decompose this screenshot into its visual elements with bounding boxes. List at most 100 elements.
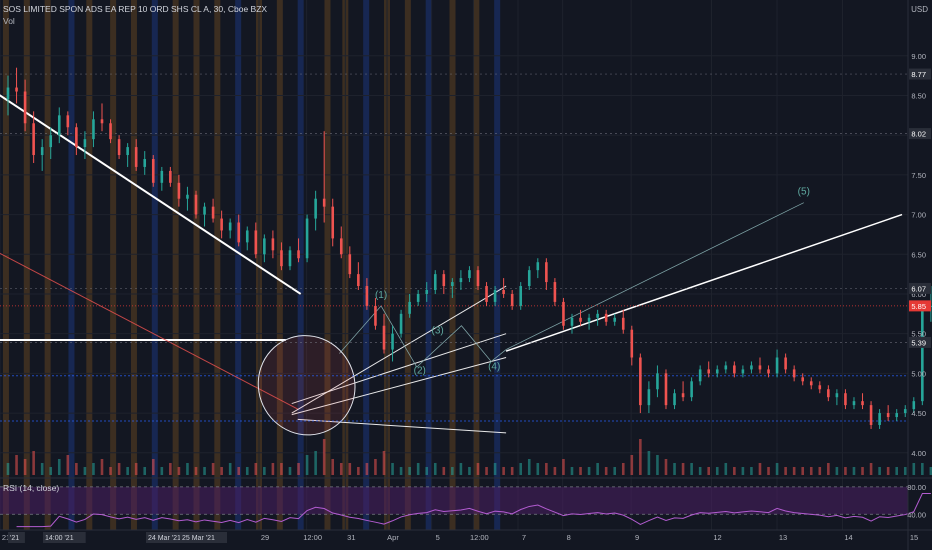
candle-body: [468, 270, 471, 279]
volume-bar: [254, 463, 258, 475]
volume-bar: [305, 455, 309, 475]
volume-bar: [408, 467, 411, 475]
candle-body: [493, 290, 497, 302]
volume-bar: [245, 467, 249, 475]
volume-bar: [827, 463, 830, 475]
candle-body: [724, 365, 728, 370]
candle-body: [801, 377, 805, 382]
price-tick: 7.00: [911, 211, 926, 220]
candle-body: [809, 381, 813, 386]
volume-bar: [895, 467, 899, 475]
candle-body: [733, 365, 736, 374]
candle-body: [433, 274, 437, 291]
candle-body: [126, 147, 129, 156]
volume-label[interactable]: Vol: [3, 16, 15, 26]
candle-body: [6, 87, 10, 100]
session-band: [363, 0, 370, 530]
volume-bar: [921, 463, 924, 475]
candle-body: [66, 115, 70, 128]
candle-body: [485, 286, 488, 302]
candle-body: [878, 413, 881, 425]
volume-bar: [169, 463, 172, 475]
candle-body: [570, 317, 574, 326]
candle-body: [391, 333, 394, 350]
candle-body: [698, 369, 702, 382]
volume-bar: [639, 439, 642, 475]
volume-bar: [237, 467, 241, 475]
volume-bar: [92, 463, 95, 475]
session-band: [44, 0, 51, 530]
candle-body: [562, 301, 565, 326]
candle-body: [844, 393, 847, 406]
volume-bar: [391, 463, 394, 475]
volume-bar: [647, 451, 651, 475]
volume-bar: [271, 463, 275, 475]
time-tick: 5: [436, 533, 440, 542]
price-tick: 6.50: [911, 250, 926, 259]
session-band: [276, 0, 283, 530]
grid-lines: [0, 0, 909, 530]
candle-body: [322, 198, 326, 207]
currency-label[interactable]: USD: [911, 5, 928, 14]
candle-body: [288, 250, 292, 267]
rsi-band: [0, 486, 908, 515]
candle-body: [664, 373, 668, 406]
volume-bar: [818, 467, 822, 475]
volume-bar: [741, 467, 745, 475]
candle-body: [57, 115, 61, 136]
price-tick: 5.50: [911, 330, 926, 339]
time-axis[interactable]: 21 29 12:00 31 Apr 5 12:00 7 8 9 12 13 14 15 '21 14:00 …: [0, 529, 932, 543]
price-axis[interactable]: 9.008.508.007.507.006.506.005.505.004.50…: [907, 0, 931, 550]
volume-bar: [425, 467, 429, 475]
volume-bar: [186, 463, 189, 475]
volume-bar: [664, 459, 668, 475]
volume-bar: [322, 439, 326, 475]
volume-bar: [220, 467, 223, 475]
candle-body: [604, 313, 608, 322]
symbol-title[interactable]: SOS LIMITED SPON ADS EA REP 10 ORD SHS C…: [3, 4, 268, 14]
crosshair-tag-label: 24 Mar '21: [148, 535, 181, 542]
volume-bar: [707, 467, 711, 475]
volume-bar: [126, 467, 129, 475]
volume-bar: [733, 467, 736, 475]
candle-body: [134, 147, 138, 167]
candle-body: [160, 170, 164, 183]
volume-bar: [143, 467, 147, 475]
volume-bar: [784, 467, 787, 475]
volume-bar: [630, 455, 634, 475]
candle-body: [314, 198, 317, 219]
rsi-label[interactable]: RSI (14, close): [3, 483, 60, 493]
candle-body: [425, 290, 429, 294]
price-tag-label: 5.85: [911, 302, 926, 311]
drawing-tools[interactable]: (1) (2) (3) (4) (5): [0, 73, 908, 451]
crosshair-tag: [146, 532, 193, 543]
volume-bar: [83, 467, 87, 475]
lower-boundary: [297, 418, 507, 434]
candle-body: [399, 313, 403, 334]
volume-bar: [339, 463, 343, 475]
volume-bar: [519, 463, 523, 475]
candle-body: [211, 206, 215, 219]
fan-line: [291, 285, 507, 414]
time-tick: 13: [779, 533, 787, 542]
volume-bar: [117, 463, 121, 475]
volume-bar: [673, 463, 676, 475]
candle-body: [220, 218, 223, 231]
volume-bar: [809, 467, 813, 475]
volume-bar: [878, 467, 881, 475]
candle-body: [758, 365, 762, 370]
price-tag: [909, 300, 931, 312]
price-tag-label: 8.77: [911, 70, 926, 79]
volume-bar: [382, 451, 386, 475]
volume-bar: [40, 463, 44, 475]
candle-body: [151, 159, 155, 183]
candles[interactable]: [6, 67, 932, 429]
volume-bar: [203, 467, 206, 475]
volume-bar: [912, 463, 916, 475]
volume-bar: [66, 455, 70, 475]
candle-body: [143, 159, 147, 167]
volume-bar: [348, 463, 352, 475]
volume-bar: [374, 459, 377, 475]
